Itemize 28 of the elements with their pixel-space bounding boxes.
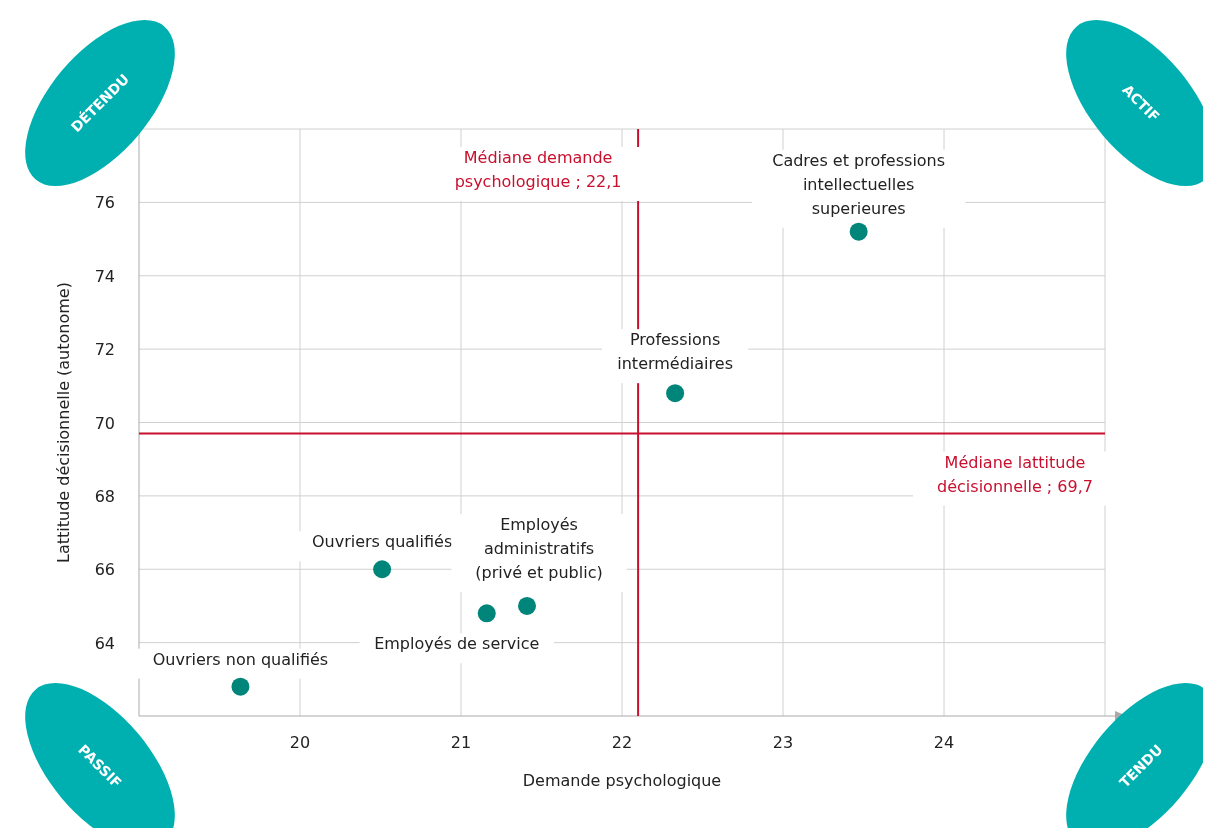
annotation: Professions intermédiaires [617,330,733,374]
x-tick-label: 23 [772,733,794,752]
y-axis-title: Lattitude décisionnelle (autonome) [54,282,73,563]
annotation: Employés administratifs (privé et public) [475,514,603,582]
point [477,604,496,623]
y-tick-label: 64 [94,633,115,653]
point [231,677,250,696]
x-tick-label: 22 [611,733,633,752]
x-tick-label: 24 [933,733,955,752]
y-tick-label: 76 [94,193,115,213]
annotation: Ouvriers qualifiés [311,532,453,552]
x-tick-label: 21 [450,733,472,752]
point [518,596,537,615]
y-tick-label: 72 [94,340,115,360]
point [666,384,685,403]
annotation: Cadres et professions intellectuelles superieures [772,150,946,218]
x-axis-title: Demande psychologique [522,771,722,790]
y-tick-label: 74 [94,266,115,286]
annotation: Ouvriers non qualifiés [152,649,329,669]
y-tick-label: 66 [94,560,115,580]
point [849,222,868,241]
ref-line-label: Médiane lattitude décisionnelle ; 69,7 [937,452,1093,496]
x-tick-label: 20 [289,733,311,752]
point [373,560,392,579]
y-tick-label: 68 [94,486,115,506]
y-tick-label: 70 [94,413,115,433]
annotation: Employés de service [374,634,540,654]
ref-line-label: Médiane demande psychologique ; 22,1 [454,148,622,191]
